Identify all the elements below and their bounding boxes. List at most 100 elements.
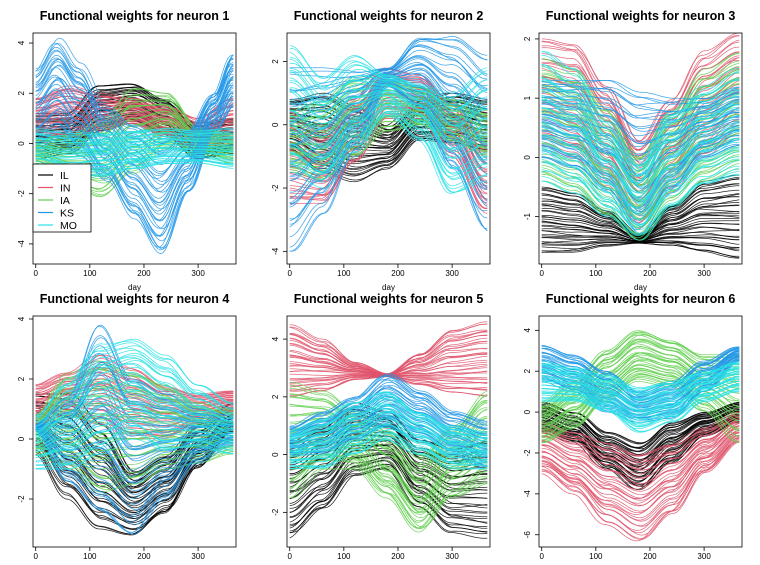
panel-2: Functional weights for neuron 2 0 100 200 30… [271,9,491,292]
plot-frame [538,315,743,548]
curves-5 [289,321,488,539]
curve-line [35,398,234,415]
curve-line [35,373,234,435]
curve-line [289,335,488,375]
y-tick-label: 4 [271,336,280,341]
curve-line [541,353,740,407]
x-tick-label: 300 [445,552,459,561]
curve-line [541,165,740,228]
curve-line [541,39,740,144]
curve-line [541,370,740,434]
y-tick-label: -2 [17,495,26,503]
curve-line [289,107,488,174]
legend-label: MO [60,220,77,232]
curve-line [35,450,234,490]
curve-line [541,50,740,166]
curve-line [541,373,740,441]
curve-line [541,438,740,536]
x-tick-label: 200 [137,269,151,278]
curve-line [541,423,740,480]
curve-line [289,392,488,432]
x-tick-label: 200 [643,269,657,278]
curve-line [289,398,488,438]
curve-line [35,402,234,447]
curve-line [541,415,740,456]
curve-line [289,88,488,130]
curve-line [35,421,234,462]
curve-line [541,242,740,257]
curve-line [541,389,740,429]
curve-line [541,374,740,438]
curve-line [35,105,234,248]
curve-line [35,427,234,483]
curve-line [35,37,234,144]
curve-line [541,139,740,212]
curve-line [35,358,234,429]
curve-line [289,88,488,132]
curve-line [541,116,740,204]
curve-line [35,138,234,147]
curve-line [289,444,488,497]
curve-line [35,382,234,441]
curve-line [35,366,234,436]
curve-line [289,37,488,74]
curve-line [541,390,740,433]
curve-line [541,420,740,471]
curve-line [541,167,740,235]
x-tick-label: 300 [697,552,711,561]
plot-frame [286,32,491,265]
curve-line [289,408,488,444]
curve-line [289,68,488,111]
curve-line [289,71,488,109]
y-tick-label: 0 [523,409,532,414]
curve-line [35,381,234,439]
series-mo [541,50,740,241]
curve-line [289,354,488,376]
curve-line [35,433,234,470]
x-tick-label: 200 [391,269,405,278]
curve-line [541,80,740,177]
curves-4 [35,324,234,536]
curve-line [289,377,488,430]
curve-line [35,409,234,430]
curve-line [35,364,234,426]
curve-line [289,373,488,428]
curve-line [541,425,740,496]
curve-line [541,55,740,157]
curve-line [541,218,740,240]
curve-line [541,367,740,433]
curve-line [541,151,740,226]
plot-frame [32,315,237,548]
curve-line [541,77,740,184]
curve-line [35,389,234,443]
curve-line [289,419,488,455]
plot-frame [286,315,491,548]
legend-label: IA [60,195,70,207]
curve-line [541,135,740,216]
curve-line [541,431,740,504]
curve-line [289,391,488,436]
y-tick-label: 0 [271,122,280,127]
x-tick-label: 200 [137,552,151,561]
curve-line [35,386,234,427]
curve-line [541,131,740,203]
panel-title: Functional weights for neuron 4 [40,292,230,306]
curve-line [289,443,488,492]
curve-line [541,377,740,440]
curve-line [541,363,740,391]
curve-line [289,100,488,153]
x-tick-label: 200 [391,552,405,561]
curve-line [35,144,234,155]
curve-line [35,432,234,536]
curve-line [541,127,740,214]
curve-line [289,417,488,452]
curve-line [35,430,234,530]
curve-line [35,349,234,423]
curve-line [35,76,234,182]
curve-line [541,385,740,427]
curve-line [541,125,740,190]
curve-line [541,440,740,539]
x-tick-label: 100 [337,269,351,278]
curve-line [541,414,740,463]
